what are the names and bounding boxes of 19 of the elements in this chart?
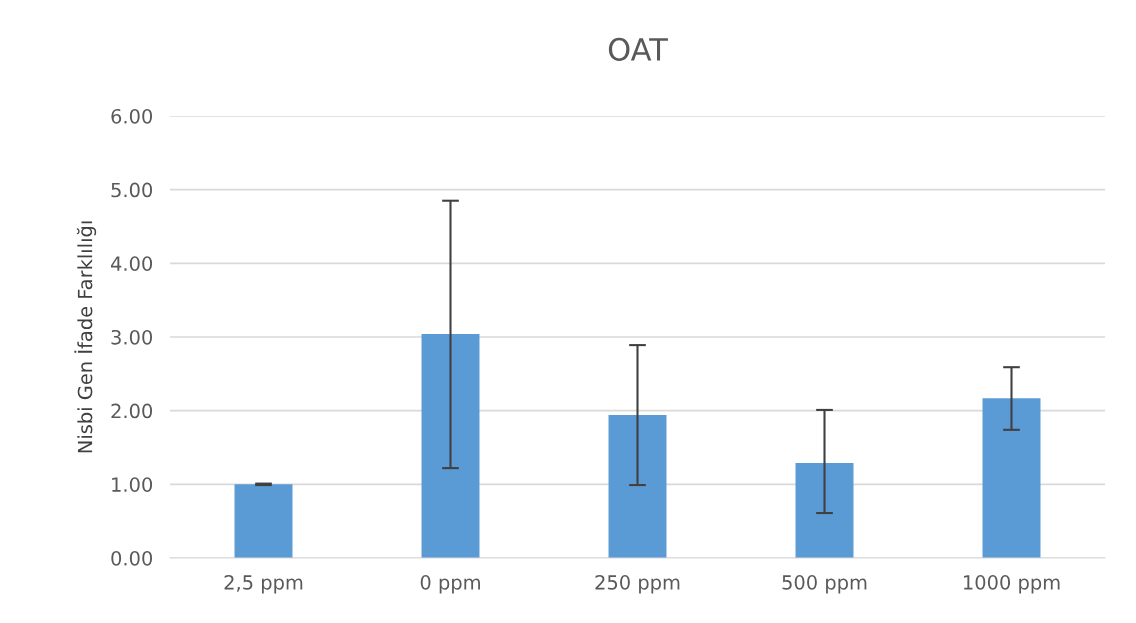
bar <box>982 398 1041 558</box>
bar <box>608 415 667 558</box>
bar <box>795 462 854 558</box>
y-tick-label: 4.00 <box>110 256 153 271</box>
bar <box>421 334 480 558</box>
y-tick-label: 1.00 <box>112 477 153 492</box>
y-axis-title: Nisbi Gen İfade Farklılığı <box>74 221 97 453</box>
y-tick-label: 3.00 <box>111 329 153 345</box>
x-tick-label: 1000 ppm <box>963 575 1060 594</box>
y-tick-label: 6.00 <box>111 108 153 124</box>
x-tick-label: 500 ppm <box>782 575 867 594</box>
bar <box>234 484 293 558</box>
x-tick-label: 2,5 ppm <box>224 575 303 594</box>
chart-title: OAT <box>608 37 668 61</box>
y-tick-label: 5.00 <box>111 182 153 198</box>
y-tick-label: 2.00 <box>111 403 153 419</box>
x-tick-label: 0 ppm <box>420 575 480 594</box>
y-tick-label: 0.00 <box>111 550 153 566</box>
x-tick-label: 250 ppm <box>595 575 680 594</box>
